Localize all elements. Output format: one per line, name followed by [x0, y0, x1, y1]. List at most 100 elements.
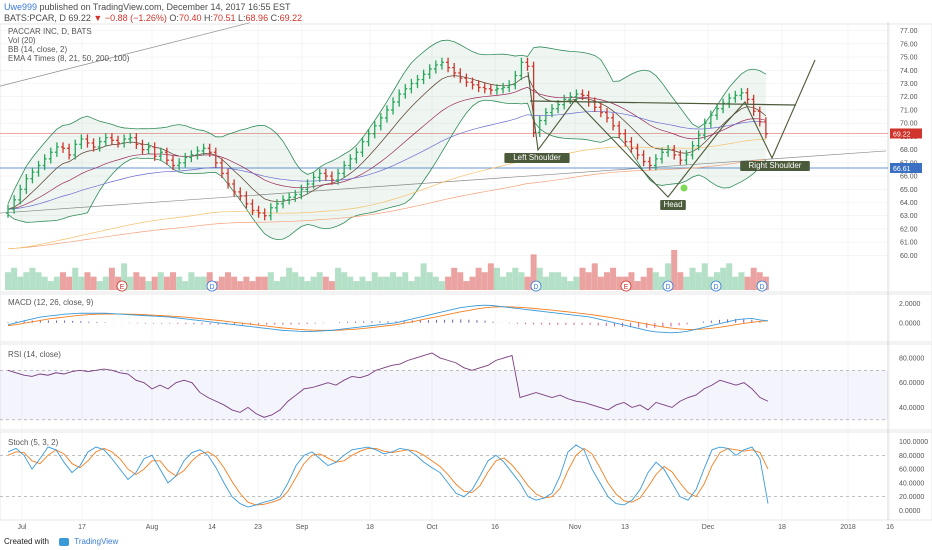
ohlc-bar	[67, 143, 72, 160]
volume-bar	[316, 272, 323, 290]
ohlc-bar	[727, 93, 732, 108]
volume-bar	[701, 263, 708, 290]
legend-bb[interactable]: BB (14, close, 2)	[8, 45, 68, 54]
time-tick-label: Oct	[427, 524, 438, 531]
volume-bar	[658, 276, 665, 290]
stoch-pane	[0, 444, 888, 508]
price-tick-label: 74.00	[900, 68, 918, 75]
legend-stoch[interactable]: Stoch (5, 3, 2)	[8, 438, 59, 447]
legend-ema[interactable]: EMA 4 Times (8, 21, 50, 200, 100)	[8, 54, 130, 63]
ohlc-bar	[494, 84, 499, 95]
ohlc-bar	[684, 150, 689, 165]
volume-bar	[96, 281, 103, 290]
ohlc-bar	[226, 168, 231, 189]
ohlc-bar	[525, 57, 530, 71]
volume-bar	[738, 272, 745, 290]
ohlc-bar	[604, 107, 609, 123]
ohlc-bar	[164, 147, 169, 165]
ohlc-bar	[714, 103, 719, 120]
ohlc-bar	[629, 137, 634, 153]
event-circle	[116, 280, 128, 292]
time-tick-label: 14	[208, 524, 216, 531]
ohlc-bar	[329, 171, 334, 185]
volume-bar	[720, 267, 727, 290]
volume-bar	[188, 272, 195, 290]
ohlc-bar	[757, 106, 762, 127]
author-link[interactable]: Uwe999	[4, 2, 38, 12]
bollinger-lower	[7, 99, 767, 241]
ohlc-bar	[678, 150, 683, 165]
event-circle	[620, 280, 632, 292]
legend-macd[interactable]: MACD (12, 26, close, 9)	[8, 298, 94, 307]
legend-vol[interactable]: Vol (20)	[8, 36, 36, 45]
volume-bar	[322, 276, 329, 290]
volume-bar	[157, 272, 164, 290]
volume-bar	[610, 267, 617, 290]
volume-bar	[41, 276, 48, 290]
volume-bar	[243, 276, 250, 290]
price-tick-label: 70.00	[900, 121, 918, 128]
publish-text: published on TradingView.com, December 1…	[39, 2, 291, 12]
ohlc-bar	[421, 69, 426, 85]
volume-bar	[420, 263, 427, 290]
ema-line-50	[7, 111, 766, 210]
volume-bar	[17, 276, 24, 290]
volume-bar	[487, 263, 494, 290]
volume-bar	[29, 267, 36, 290]
ohlc-bar	[42, 154, 47, 171]
ohlc-bar	[372, 121, 377, 139]
volume-bar	[524, 276, 531, 290]
footer: Created with TradingView	[0, 534, 932, 550]
volume-bar	[273, 281, 280, 290]
volume-bar	[108, 267, 115, 290]
rsi-tick-label: 60.0000	[899, 380, 924, 387]
volume-bar	[438, 281, 445, 290]
volume-bar	[365, 281, 372, 290]
close-value: 69.22	[279, 13, 303, 23]
volume-bar	[597, 276, 604, 290]
stoch-tick-label: 40.0000	[899, 480, 924, 487]
volume-bar	[11, 267, 18, 290]
volume-bar	[47, 281, 54, 290]
ohlc-bar	[696, 130, 701, 151]
event-marker: D	[662, 280, 674, 292]
price-tick-label: 76.00	[900, 41, 918, 48]
low-label: L:	[238, 13, 246, 23]
ohlc-bar	[702, 118, 707, 140]
price-tick-label: 72.00	[900, 94, 918, 101]
tradingview-logo-icon	[59, 537, 70, 546]
ohlc-bar	[12, 195, 17, 214]
volume-bar	[469, 276, 476, 290]
ohlc-bar	[36, 160, 41, 177]
macd-pane	[7, 304, 769, 334]
volume-bar	[78, 276, 85, 290]
stoch-k-line	[7, 444, 769, 508]
pane-frame-macd	[0, 293, 932, 343]
volume-bar	[383, 276, 390, 290]
ohlc-bar	[439, 57, 444, 70]
volume-bar	[683, 276, 690, 290]
ohlc-bar	[672, 144, 677, 160]
time-tick-label: Dec	[702, 524, 715, 531]
ohlc-bar	[617, 121, 622, 139]
ohlc-bar	[384, 105, 389, 123]
volume-bar	[561, 276, 568, 290]
volume-bar	[84, 272, 91, 290]
ohlc-bar	[91, 138, 96, 152]
ohlc-bar	[73, 139, 78, 160]
ohlc-bar	[397, 89, 402, 107]
created-with-text: Created with	[4, 537, 49, 546]
legend-rsi[interactable]: RSI (14, close)	[8, 350, 61, 359]
price-label-badge: 69.22	[890, 128, 922, 139]
volume-bar	[163, 276, 170, 290]
ohlc-bar	[61, 142, 66, 153]
ohlc-bar	[48, 147, 53, 164]
volume-bar	[335, 267, 342, 290]
volume-bar	[261, 276, 268, 290]
ohlc-bar	[519, 57, 524, 81]
time-tick-label: 2018	[840, 524, 856, 531]
high-value: 70.51	[212, 13, 236, 23]
time-tick-label: 16	[491, 524, 499, 531]
tradingview-link[interactable]: TradingView	[74, 537, 119, 546]
ohlc-bar	[244, 191, 249, 209]
